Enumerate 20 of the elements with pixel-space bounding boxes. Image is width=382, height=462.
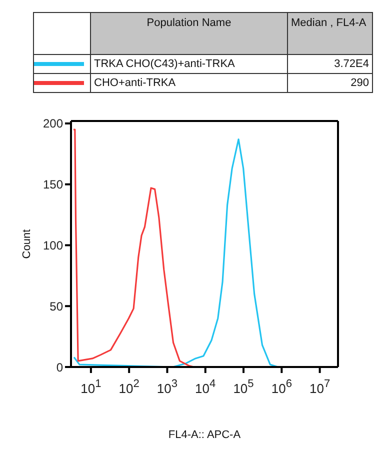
legend-label: CHO+anti-TRKA	[90, 74, 288, 92]
x-tick-label: 10$^{1}$	[80, 378, 102, 396]
legend-title: Population Name	[90, 12, 288, 54]
text: Median , FL4-A	[288, 12, 372, 54]
x-tick-label: 10$^{7}$	[309, 378, 330, 396]
y-axis-title: Count	[20, 229, 33, 259]
x-axis-title: FL4-A:: APC-A	[168, 429, 242, 441]
x-tick-label: 10$^{2}$	[118, 378, 140, 396]
x-tick-label: 10$^{6}$	[271, 378, 292, 396]
text: 3.72E4	[288, 54, 372, 74]
text: 290	[288, 74, 372, 92]
x-tick-label: 10$^{4}$	[195, 378, 216, 396]
x-tick-label: 10$^{3}$	[156, 378, 178, 396]
legend-label: TRKA CHO(C43)+anti-TRKA	[90, 54, 288, 74]
y-tick-label: 150	[42, 178, 64, 192]
y-tick-label: 50	[50, 299, 64, 314]
x-tick-label: 10$^{5}$	[233, 378, 254, 396]
y-tick-label: 100	[42, 238, 64, 252]
y-tick-label: 0	[56, 360, 64, 374]
y-tick-label: 200	[42, 116, 64, 131]
